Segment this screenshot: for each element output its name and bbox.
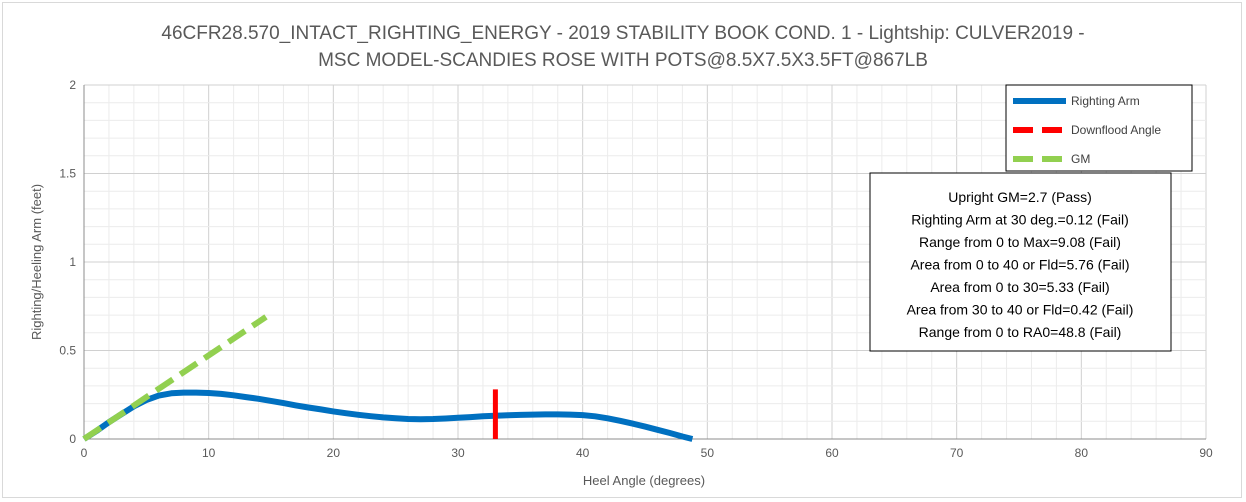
y-tick-label: 0.5 (59, 344, 76, 358)
results-line: Range from 0 to RA0=48.8 (Fail) (919, 324, 1122, 340)
chart-title: 46CFR28.570_INTACT_RIGHTING_ENERGY - 201… (161, 23, 1084, 71)
y-tick-label: 2 (69, 78, 76, 92)
x-tick-label: 90 (1199, 446, 1213, 460)
results-line: Range from 0 to Max=9.08 (Fail) (919, 234, 1121, 250)
legend-label: Downflood Angle (1071, 123, 1161, 137)
results-box: Upright GM=2.7 (Pass) Righting Arm at 30 … (869, 172, 1172, 352)
legend: Righting Arm Downflood Angle GM (1005, 84, 1193, 172)
results-line: Upright GM=2.7 (Pass) (948, 189, 1092, 205)
y-tick-label: 1.5 (59, 167, 76, 181)
legend-label: GM (1071, 152, 1090, 166)
legend-item-righting-arm: Righting Arm (1013, 94, 1140, 108)
x-tick-label: 40 (576, 446, 590, 460)
x-tick-label: 70 (950, 446, 964, 460)
x-tick-label: 20 (327, 446, 341, 460)
righting-arm-line (82, 389, 694, 442)
results-box-frame (869, 172, 1172, 352)
gm-line (82, 314, 268, 442)
y-tick-label: 1 (69, 255, 76, 269)
results-line: Area from 0 to 40 or Fld=5.76 (Fail) (910, 257, 1129, 273)
plot-series (82, 314, 694, 442)
x-tick-label: 0 (81, 446, 88, 460)
results-line: Area from 0 to 30=5.33 (Fail) (930, 279, 1109, 295)
tick-labels: 0 10 20 30 40 50 60 70 80 90 0 0.5 1 1.5 2 (59, 78, 1213, 460)
y-tick-label: 0 (69, 432, 76, 446)
x-axis-label: Heel Angle (degrees) (583, 473, 705, 488)
y-axis-label: Righting/Heeling Arm (feet) (29, 184, 44, 340)
chart-title-line-2: MSC MODEL-SCANDIES ROSE WITH POTS@8.5X7.… (318, 50, 928, 71)
x-tick-label: 60 (825, 446, 839, 460)
x-tick-label: 10 (202, 446, 216, 460)
chart-title-line-1: 46CFR28.570_INTACT_RIGHTING_ENERGY - 201… (161, 23, 1084, 44)
legend-item-downflood-angle: Downflood Angle (1013, 123, 1161, 137)
x-tick-label: 50 (701, 446, 715, 460)
legend-item-gm: GM (1013, 152, 1090, 166)
results-line: Righting Arm at 30 deg.=0.12 (Fail) (911, 212, 1129, 228)
x-tick-label: 30 (451, 446, 465, 460)
x-tick-label: 80 (1075, 446, 1089, 460)
plot-axes (83, 85, 1206, 440)
legend-label: Righting Arm (1071, 94, 1140, 108)
results-line: Area from 30 to 40 or Fld=0.42 (Fail) (907, 302, 1134, 318)
